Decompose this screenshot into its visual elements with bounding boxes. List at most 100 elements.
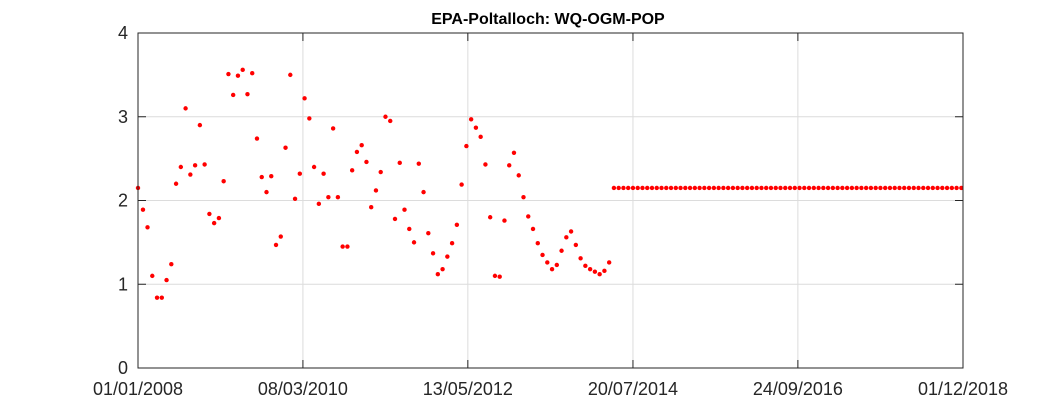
data-point — [202, 162, 207, 167]
data-point — [150, 273, 155, 279]
data-point — [154, 295, 160, 300]
data-point — [297, 171, 303, 176]
data-point — [188, 172, 193, 177]
data-point — [778, 185, 783, 191]
data-point — [473, 125, 479, 130]
data-point — [944, 185, 950, 191]
data-point — [830, 185, 836, 191]
data-point — [435, 272, 441, 277]
data-point — [145, 225, 150, 230]
data-point — [383, 114, 388, 119]
data-point — [521, 194, 526, 200]
data-point — [816, 185, 821, 191]
data-point — [616, 185, 621, 191]
data-point — [326, 194, 331, 200]
data-point — [673, 185, 678, 191]
data-point — [840, 185, 845, 191]
data-point — [583, 263, 588, 269]
data-point — [787, 185, 793, 191]
data-point — [611, 185, 617, 191]
data-point — [706, 185, 712, 191]
grid-lines — [137, 32, 964, 369]
data-point — [288, 72, 293, 78]
data-point — [302, 96, 307, 101]
data-point — [906, 185, 912, 191]
data-point — [835, 185, 840, 191]
data-point — [844, 185, 850, 191]
data-point — [311, 164, 317, 170]
data-point — [530, 226, 536, 232]
data-point — [540, 252, 545, 258]
chart-title: EPA-Poltalloch: WQ-OGM-POP — [431, 11, 665, 28]
data-point — [635, 185, 640, 191]
data-point — [278, 234, 283, 239]
data-point — [549, 266, 555, 272]
data-point — [478, 134, 483, 140]
data-point — [159, 295, 164, 300]
data-point — [416, 161, 421, 166]
data-point — [235, 73, 241, 78]
data-point — [307, 116, 312, 121]
data-point — [173, 181, 179, 186]
data-point — [378, 169, 383, 175]
data-point — [226, 71, 231, 77]
data-point — [592, 269, 598, 274]
data-point — [735, 185, 740, 191]
data-point — [345, 244, 350, 249]
data-point — [925, 185, 931, 191]
data-point — [373, 188, 379, 193]
data-point — [697, 185, 702, 191]
data-point — [768, 185, 774, 191]
data-point — [873, 185, 878, 191]
data-point — [183, 106, 188, 111]
data-point — [259, 174, 264, 180]
data-point — [954, 185, 959, 191]
data-point — [192, 163, 198, 168]
data-point — [683, 185, 688, 191]
data-point — [949, 185, 955, 191]
data-point — [388, 118, 393, 124]
data-point — [645, 185, 650, 191]
data-point — [250, 71, 255, 76]
data-point — [169, 261, 174, 267]
data-point — [773, 185, 778, 191]
data-point — [445, 254, 450, 259]
data-point — [492, 273, 498, 279]
data-point — [783, 185, 788, 191]
axis-ticks — [137, 32, 964, 369]
data-point — [887, 185, 893, 191]
data-point — [725, 185, 731, 191]
data-point — [578, 256, 583, 261]
data-point — [449, 241, 455, 246]
data-point — [316, 201, 322, 207]
data-point — [749, 185, 755, 191]
data-point — [421, 189, 426, 195]
data-point — [882, 185, 888, 191]
data-point — [573, 242, 579, 248]
data-point — [654, 185, 659, 191]
data-point — [821, 185, 826, 191]
data-point — [902, 185, 907, 191]
data-point — [859, 185, 864, 191]
data-point — [330, 126, 336, 131]
x-tick-labels: 01/01/2008 08/03/2010 13/05/2012 20/07/2014… — [93, 379, 1008, 399]
data-point — [759, 185, 764, 191]
x-tick-label: 13/05/2012 — [423, 379, 513, 399]
data-point — [502, 218, 507, 223]
data-point — [602, 268, 607, 274]
data-point — [407, 226, 412, 232]
data-point — [930, 185, 935, 191]
data-point — [687, 185, 693, 191]
data-point — [825, 185, 831, 191]
data-point — [487, 215, 493, 220]
data-point — [606, 260, 612, 265]
data-point — [483, 162, 488, 167]
data-point — [849, 185, 855, 191]
y-tick-label: 2 — [118, 191, 128, 211]
data-point — [721, 185, 726, 191]
x-tick-label: 20/07/2014 — [588, 379, 678, 399]
data-point — [559, 248, 564, 253]
data-point — [197, 122, 203, 128]
data-point — [744, 185, 750, 191]
data-point — [711, 185, 717, 191]
